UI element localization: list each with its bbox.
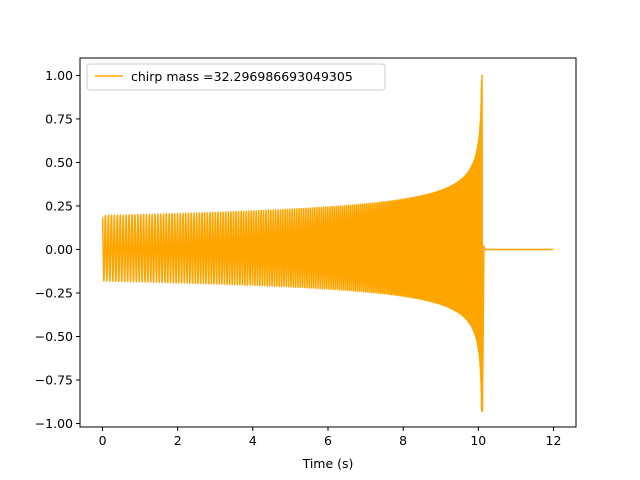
- x-tick-label: 0: [99, 433, 107, 448]
- x-tick-label: 12: [546, 433, 562, 448]
- y-tick-label: 0.00: [45, 242, 73, 257]
- legend: chirp mass =32.296986693049305: [86, 63, 386, 91]
- y-tick-label: −0.50: [35, 329, 73, 344]
- x-axis: 0 2 4 6 8 10 12: [99, 427, 562, 448]
- y-tick-label: 0.75: [45, 111, 73, 126]
- y-tick-label: 1.00: [45, 68, 73, 83]
- y-tick-label: 0.25: [45, 198, 73, 213]
- y-tick-label: −0.25: [35, 285, 73, 300]
- x-tick-label: 8: [399, 433, 407, 448]
- x-tick-label: 6: [324, 433, 332, 448]
- y-axis: −1.00 −0.75 −0.50 −0.25 0.00 0.25 0.50 0.75 1.00: [35, 68, 80, 431]
- y-tick-label: −0.75: [35, 373, 73, 388]
- y-tick-label: −1.00: [35, 416, 73, 431]
- x-tick-label: 4: [249, 433, 257, 448]
- plot-area: [101, 74, 554, 413]
- chirp-series-line: [101, 74, 554, 413]
- x-tick-label: 10: [470, 433, 486, 448]
- x-axis-title: Time (s): [302, 456, 354, 471]
- y-tick-label: 0.50: [45, 155, 73, 170]
- legend-box: [86, 63, 386, 91]
- legend-label: chirp mass =32.296986693049305: [131, 69, 353, 84]
- x-tick-label: 2: [174, 433, 182, 448]
